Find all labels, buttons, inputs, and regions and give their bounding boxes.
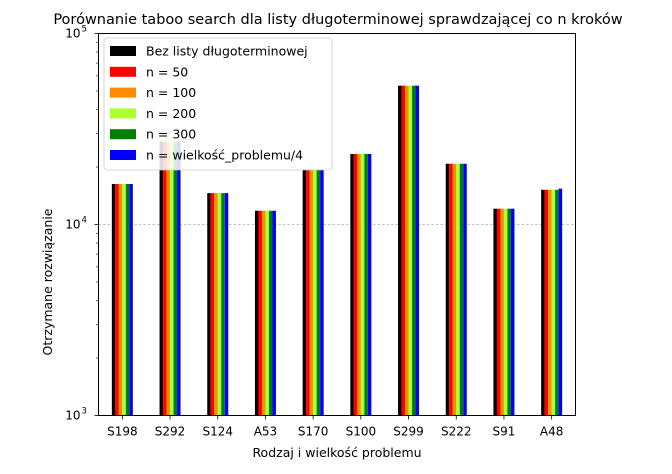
bar-S292-s1 (163, 141, 167, 416)
bar-S91-s3 (503, 208, 508, 416)
bar-A48-s5 (558, 188, 563, 416)
bar-S124-s1 (210, 193, 215, 416)
legend-swatch-5 (110, 150, 136, 160)
bar-S170-s1 (306, 169, 310, 416)
x-tick-label-S198: S198 (107, 425, 138, 439)
y-tick-label-5: 10 (65, 27, 80, 41)
bar-S100-s5 (367, 153, 372, 416)
legend-swatch-4 (110, 129, 136, 140)
bar-S170-s2 (309, 169, 314, 416)
bar-A48-s2 (548, 189, 552, 416)
bar-A48-s3 (551, 189, 556, 416)
x-tick-label-S222: S222 (441, 425, 472, 439)
x-tick-label-S124: S124 (202, 425, 233, 439)
bar-S299-s3 (408, 85, 413, 416)
bar-S292-s2 (166, 141, 171, 416)
bar-S198-s5 (129, 183, 133, 416)
bar-S299-s4 (412, 85, 416, 416)
bar-S292-s0 (159, 141, 164, 416)
legend-label-5: n = wielkość_problemu/4 (146, 148, 303, 163)
bar-S124-s5 (224, 193, 229, 416)
y-tick-exponent-5: 5 (82, 25, 87, 35)
bar-A48-s4 (555, 189, 559, 416)
bar-S100-s0 (350, 153, 354, 416)
x-tick-label-A53: A53 (254, 425, 277, 439)
bar-S299-s1 (401, 85, 406, 416)
bar-S170-s5 (320, 169, 324, 416)
bar-S124-s0 (207, 193, 211, 416)
x-tick-label-S91: S91 (493, 425, 516, 439)
bar-A53-s5 (272, 210, 276, 416)
bar-S198-s4 (125, 183, 130, 416)
bar-S222-s0 (445, 163, 450, 416)
bar-A48-s0 (541, 189, 545, 416)
y-tick-label-3: 10 (65, 409, 80, 423)
chart-title: Porównanie taboo search dla listy długot… (53, 12, 622, 28)
legend-box (103, 37, 333, 171)
bar-S299-s5 (415, 85, 420, 416)
bar-S222-s2 (452, 163, 457, 416)
bar-S222-s4 (459, 163, 464, 416)
bar-S170-s3 (313, 169, 317, 416)
bar-S222-s5 (463, 163, 467, 416)
x-tick-label-S100: S100 (346, 425, 377, 439)
bar-S292-s4 (173, 141, 178, 416)
bar-S292-s5 (177, 141, 181, 416)
legend-swatch-3 (110, 108, 136, 119)
bar-S100-s1 (353, 153, 358, 416)
bar-S170-s0 (302, 169, 307, 416)
bar-A53-s4 (268, 210, 273, 416)
bar-S198-s3 (122, 183, 126, 416)
bar-S91-s5 (510, 208, 515, 416)
bar-A53-s2 (261, 210, 266, 416)
bar-S100-s4 (364, 153, 368, 416)
bar-S198-s2 (118, 183, 123, 416)
legend-label-4: n = 300 (146, 127, 196, 142)
bar-S292-s3 (170, 141, 174, 416)
bar-A53-s3 (265, 210, 269, 416)
bar-S91-s1 (496, 208, 501, 416)
bar-S222-s1 (449, 163, 453, 416)
bar-S100-s2 (357, 153, 361, 416)
bar-S198-s1 (115, 183, 119, 416)
x-tick-label-S170: S170 (298, 425, 329, 439)
x-tick-label-A48: A48 (540, 425, 563, 439)
y-axis-label: Otrzymane rozwiązanie (40, 208, 55, 355)
bar-S299-s0 (398, 85, 402, 416)
bar-S222-s3 (456, 163, 460, 416)
bar-S299-s2 (405, 85, 409, 416)
bar-S198-s0 (111, 183, 116, 416)
legend-swatch-2 (110, 87, 136, 98)
x-tick-label-S292: S292 (155, 425, 186, 439)
y-tick-exponent-4: 4 (82, 216, 87, 226)
legend-swatch-1 (110, 66, 136, 77)
bar-S100-s3 (360, 153, 365, 416)
bar-S124-s3 (217, 193, 222, 416)
bar-S91-s4 (507, 208, 511, 416)
bar-S124-s2 (214, 193, 218, 416)
bar-S91-s2 (500, 208, 504, 416)
bar-A53-s0 (254, 210, 259, 416)
bar-S170-s4 (316, 169, 321, 416)
x-tick-label-S299: S299 (393, 425, 424, 439)
x-axis-label: Rodzaj i wielkość problemu (252, 445, 421, 460)
legend-swatch-0 (110, 46, 136, 56)
legend-label-1: n = 50 (146, 64, 188, 79)
legend: Bez listy długoterminowej n = 50 n = 100 n … (103, 37, 333, 171)
bar-A53-s1 (258, 210, 262, 416)
bar-S91-s0 (493, 208, 497, 416)
y-tick-exponent-3: 3 (82, 407, 87, 417)
bars-layer (111, 85, 563, 416)
legend-label-3: n = 200 (146, 106, 196, 121)
bar-A48-s1 (544, 189, 549, 416)
bar-S124-s4 (221, 193, 225, 416)
y-tick-label-4: 10 (65, 218, 80, 232)
legend-label-0: Bez listy długoterminowej (146, 44, 308, 59)
legend-label-2: n = 100 (146, 85, 196, 100)
